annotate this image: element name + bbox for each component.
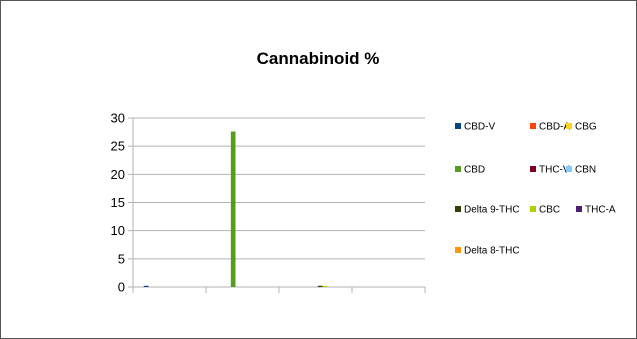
legend-label: CBG (575, 122, 597, 133)
legend-label: THC-V (539, 165, 570, 176)
chart-legend: CBD-V CBD-A CBG CBD THC-V CBN Delta 9-THC CBC TH… (455, 122, 616, 257)
legend-label: Delta 9-THC (464, 205, 520, 216)
plot-area: 0 5 10 15 20 25 30 (111, 111, 426, 295)
legend-label: CBC (539, 205, 560, 216)
bar-cbc (322, 285, 328, 287)
legend-label: CBN (575, 165, 596, 176)
legend-label: CBD (464, 165, 485, 176)
chart-title: Cannabinoid % (257, 49, 380, 68)
legend-swatch (455, 247, 461, 253)
legend-swatch (566, 166, 572, 172)
legend-swatch (530, 206, 536, 212)
legend-swatch (455, 166, 461, 172)
legend-label: Delta 8-THC (464, 246, 520, 257)
bar-cbd-v (143, 285, 149, 287)
bar-cbd (230, 131, 236, 287)
y-tick-label: 0 (118, 280, 125, 295)
y-tick-label: 15 (111, 195, 125, 210)
y-tick-label: 10 (111, 223, 125, 238)
legend-swatch (566, 123, 572, 129)
y-tick-label: 20 (111, 167, 125, 182)
bar-delta-9-thc (317, 285, 323, 287)
legend-swatch (455, 123, 461, 129)
legend-label: THC-A (585, 205, 616, 216)
y-tick-label: 5 (118, 251, 125, 266)
legend-label: CBD-A (539, 122, 570, 133)
legend-swatch (576, 206, 582, 212)
legend-swatch (455, 206, 461, 212)
y-tick-label: 30 (111, 111, 125, 126)
y-tick-label: 25 (111, 139, 125, 154)
legend-label: CBD-V (464, 122, 495, 133)
legend-swatch (530, 166, 536, 172)
legend-swatch (530, 123, 536, 129)
